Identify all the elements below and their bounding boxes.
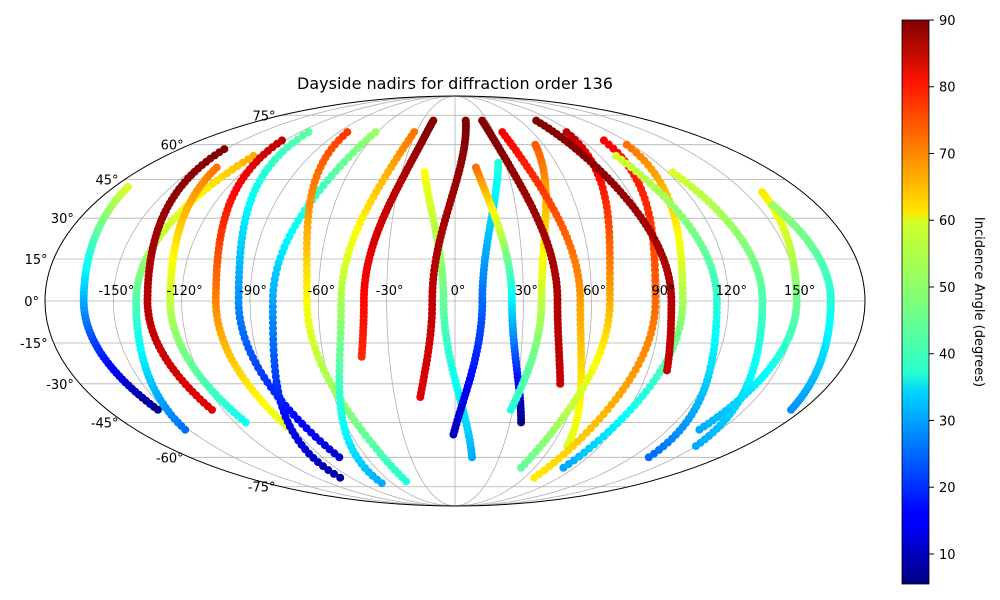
data-point: [268, 308, 277, 317]
data-point: [298, 131, 307, 140]
data-point: [668, 168, 677, 177]
data-point: [599, 136, 608, 145]
latitude-tick-label: -15°: [20, 337, 48, 352]
latitude-tick-label: -75°: [248, 481, 276, 496]
data-point: [768, 201, 777, 209]
data-point: [302, 266, 311, 275]
longitude-tick-label: -90°: [239, 284, 267, 299]
longitude-tick-label: -150°: [98, 284, 134, 299]
data-point: [302, 283, 311, 292]
data-point: [337, 295, 346, 304]
longitude-tick-label: -30°: [376, 284, 404, 299]
latitude-tick-labels: -75° -60° -45° -30° -15° 0° 15° 30° 45° 60° 75°: [20, 109, 276, 495]
colorbar-tick-label: 60: [939, 214, 956, 229]
data-point: [330, 469, 338, 478]
data-point: [337, 312, 345, 321]
data-point: [336, 473, 345, 482]
data-point: [249, 151, 258, 160]
latitude-tick-label: -30°: [46, 378, 74, 393]
data-point: [471, 163, 480, 172]
data-point: [612, 151, 621, 160]
colorbar-tick-label: 50: [939, 281, 956, 296]
colorbar: [901, 19, 930, 585]
latitude-tick-label: -45°: [91, 416, 119, 431]
longitude-tick-label: -60°: [307, 284, 335, 299]
latitude-tick-label: 45°: [96, 174, 119, 189]
longitude-tick-label: 60°: [583, 284, 606, 299]
data-point: [212, 163, 221, 172]
data-point: [410, 128, 419, 137]
data-point: [494, 158, 503, 167]
colorbar-tick-label: 10: [939, 548, 956, 563]
data-point: [337, 306, 346, 315]
data-point: [336, 329, 345, 338]
longitude-tick-label: 30°: [515, 284, 538, 299]
latitude-tick-label: 30°: [51, 212, 74, 227]
latitude-tick-label: 75°: [252, 109, 275, 124]
data-point: [123, 183, 132, 192]
longitude-tick-label: 150°: [784, 284, 815, 299]
data-point: [371, 128, 380, 137]
data-point: [302, 261, 311, 270]
colorbar-tick-label: 30: [939, 414, 956, 429]
data-point: [531, 140, 540, 149]
colorbar-tick-label: 20: [939, 481, 956, 496]
data-point: [420, 168, 429, 177]
data-point: [562, 128, 571, 137]
data-point: [302, 277, 311, 286]
data-point: [337, 301, 346, 310]
colorbar-tick-label: 70: [939, 147, 956, 162]
longitude-tick-label: -120°: [167, 284, 203, 299]
data-point: [532, 116, 541, 125]
data-point: [336, 318, 345, 326]
longitude-tick-label: 120°: [716, 284, 747, 299]
data-points: [79, 116, 835, 488]
data-point: [343, 128, 352, 137]
chart-title: Dayside nadirs for diffraction order 136: [297, 74, 613, 93]
colorbar-tick-label: 80: [939, 81, 956, 96]
data-point: [278, 136, 286, 145]
data-point: [461, 116, 470, 125]
colorbar-tick-label: 90: [939, 14, 956, 29]
data-point: [478, 116, 487, 125]
colorbar-tick-label: 40: [939, 348, 956, 363]
data-point: [498, 128, 507, 137]
colorbar-label: Incidence Angle (degrees): [971, 217, 986, 387]
longitude-tick-label: 90°: [651, 284, 674, 299]
data-point: [302, 288, 311, 297]
data-point: [429, 116, 438, 125]
data-point: [302, 250, 311, 259]
longitude-tick-label: 0°: [451, 284, 466, 299]
latitude-tick-label: 0°: [24, 295, 39, 310]
longitude-tick-labels: -150° -120° -90° -60° -30° 0° 30° 60° 90° 120° 150…: [98, 284, 815, 299]
latitude-tick-label: 15°: [25, 253, 48, 268]
data-point: [302, 294, 311, 303]
data-point: [758, 188, 767, 197]
latitude-tick-label: 60°: [161, 139, 184, 154]
data-point: [622, 140, 631, 149]
map-boundary: [44, 95, 866, 507]
data-point: [220, 145, 229, 154]
colorbar-ticks: 10 20 30 40 50 60 70 80 90: [929, 14, 956, 563]
latitude-tick-label: -60°: [156, 451, 184, 466]
data-point: [304, 128, 313, 137]
